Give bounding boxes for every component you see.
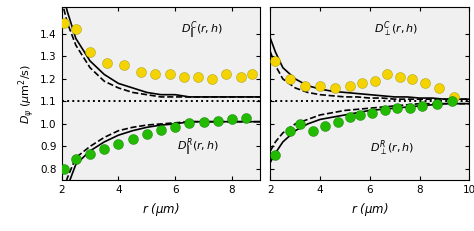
Point xyxy=(346,84,354,88)
Point xyxy=(115,142,122,146)
Point xyxy=(72,27,80,31)
Text: $D_{\|}^{R}(r,h)$: $D_{\|}^{R}(r,h)$ xyxy=(177,136,219,158)
Point xyxy=(436,86,443,90)
Point xyxy=(72,157,80,161)
Point xyxy=(316,84,324,88)
Text: $D_{\perp}^{C}(r,h)$: $D_{\perp}^{C}(r,h)$ xyxy=(374,19,418,39)
Point xyxy=(129,137,137,140)
Point xyxy=(272,59,279,63)
Point xyxy=(368,111,376,115)
Point xyxy=(120,64,128,67)
Point xyxy=(451,95,458,99)
Point xyxy=(393,106,401,110)
Point xyxy=(321,124,329,128)
Point xyxy=(272,154,279,157)
Point xyxy=(100,147,108,151)
Point xyxy=(223,73,230,76)
Point xyxy=(381,109,389,112)
Point xyxy=(186,121,193,125)
Point xyxy=(301,84,309,88)
Point xyxy=(359,82,366,85)
Point xyxy=(396,75,403,79)
Point xyxy=(408,77,416,81)
Point xyxy=(331,86,339,90)
Point xyxy=(421,82,428,85)
Point xyxy=(356,113,364,117)
Point xyxy=(243,116,250,120)
Point xyxy=(209,77,216,81)
Point xyxy=(237,75,245,79)
Point xyxy=(143,132,151,136)
Point xyxy=(137,70,145,74)
Point xyxy=(61,21,68,24)
Text: $D_{\perp}^{R}(r,h)$: $D_{\perp}^{R}(r,h)$ xyxy=(370,138,414,158)
Point xyxy=(346,115,354,119)
Point xyxy=(152,73,159,76)
Point xyxy=(248,73,256,76)
Point xyxy=(371,79,379,83)
Point xyxy=(157,128,165,131)
Point xyxy=(228,118,236,121)
Point xyxy=(86,152,94,156)
Point xyxy=(383,73,391,76)
Point xyxy=(194,75,202,79)
Point xyxy=(296,122,304,126)
Point xyxy=(433,102,441,106)
Point xyxy=(180,75,188,79)
X-axis label: $r$ ($\mu$m): $r$ ($\mu$m) xyxy=(142,201,180,218)
Point xyxy=(214,119,222,122)
Text: $D_{\|}^{C}(r,h)$: $D_{\|}^{C}(r,h)$ xyxy=(181,19,223,41)
Point xyxy=(334,120,341,124)
Point xyxy=(103,61,111,65)
Y-axis label: $D_{\psi}$ ($\mu$m$^2$/s): $D_{\psi}$ ($\mu$m$^2$/s) xyxy=(17,64,37,124)
Point xyxy=(418,104,426,108)
X-axis label: $r$ ($\mu$m): $r$ ($\mu$m) xyxy=(351,201,389,218)
Point xyxy=(172,125,179,129)
Point xyxy=(286,77,294,81)
Point xyxy=(61,167,68,171)
Point xyxy=(406,106,413,110)
Point xyxy=(166,73,173,76)
Point xyxy=(448,100,456,103)
Point xyxy=(200,120,208,124)
Point xyxy=(286,129,294,133)
Point xyxy=(309,129,317,133)
Point xyxy=(86,50,94,54)
